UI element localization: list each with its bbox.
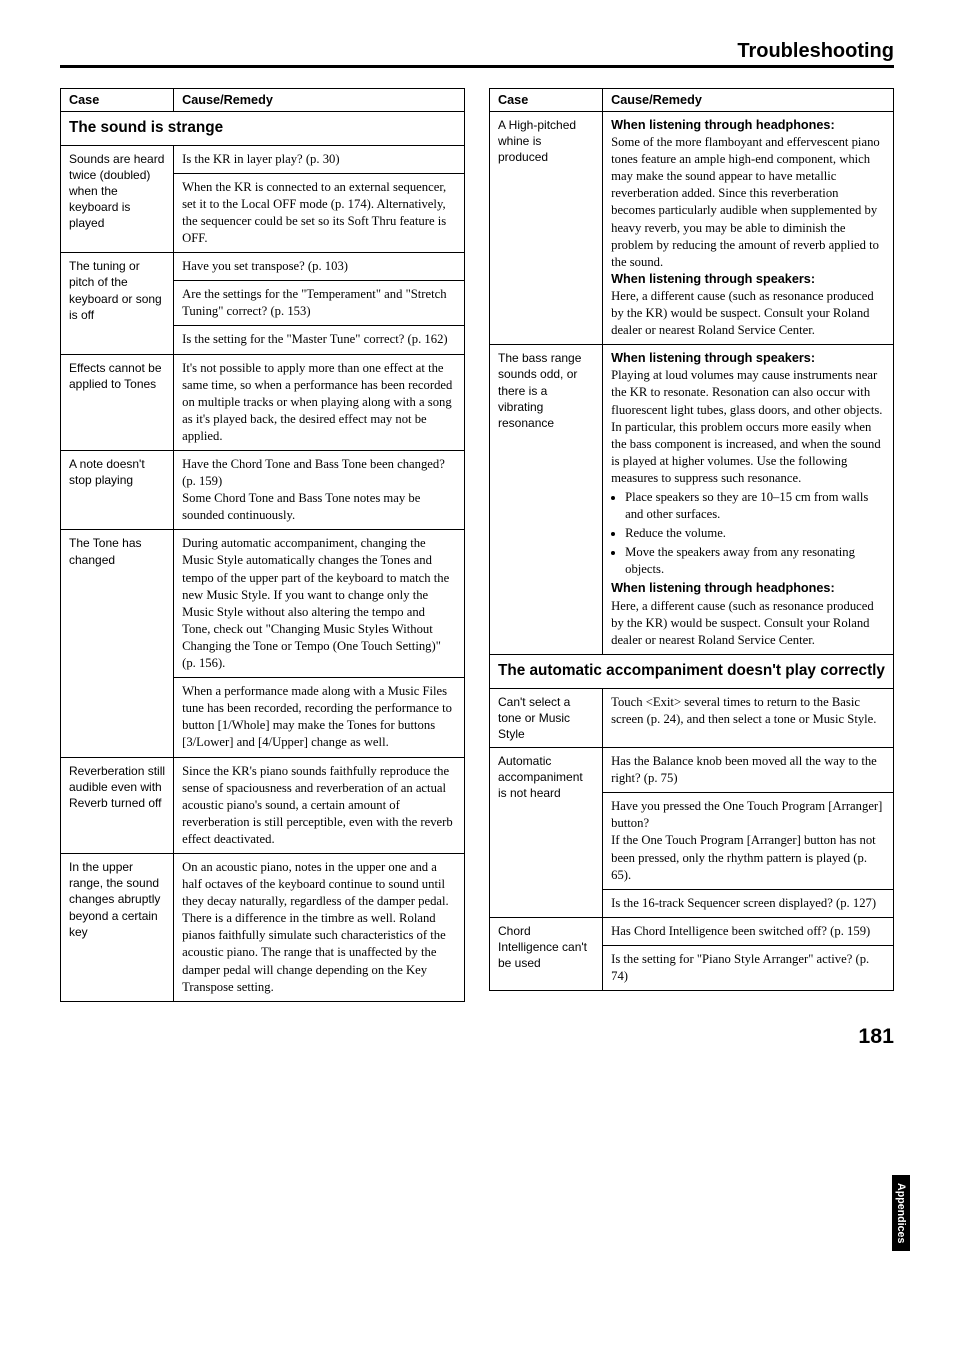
remedy-cell: Since the KR's piano sounds faithfully r… [174, 757, 465, 853]
remedy-text: Some of the more flamboyant and efferves… [611, 135, 880, 269]
case-cell: Automatic accompaniment is not heard [490, 748, 603, 918]
remedy-cell: Have the Chord Tone and Bass Tone been c… [174, 451, 465, 530]
right-column: Case Cause/Remedy A High-pitched whine i… [489, 88, 894, 1006]
section-title: The sound is strange [61, 112, 465, 146]
subhead: When listening through headphones: [611, 581, 835, 595]
remedy-cell: Have you set transpose? (p. 103) [174, 253, 465, 281]
list-item: Move the speakers away from any resonati… [625, 544, 885, 578]
remedy-text: Here, a different cause (such as resonan… [611, 289, 874, 337]
right-table-top: Case Cause/Remedy A High-pitched whine i… [489, 88, 894, 991]
subhead: When listening through speakers: [611, 272, 815, 286]
subhead: When listening through speakers: [611, 351, 815, 365]
col-header-remedy: Cause/Remedy [174, 89, 465, 112]
case-cell: A High-pitched whine is produced [490, 112, 603, 345]
side-tab-appendices: Appendices [892, 1175, 910, 1251]
case-cell: A note doesn't stop playing [61, 451, 174, 530]
table-row: The bass range sounds odd, or there is a… [490, 345, 894, 655]
remedy-text: Here, a different cause (such as resonan… [611, 599, 874, 647]
table-row: The tuning or pitch of the keyboard or s… [61, 253, 465, 281]
case-cell: Effects cannot be applied to Tones [61, 354, 174, 450]
page-header-title: Troubleshooting [737, 40, 894, 62]
table-row: The Tone has changed During automatic ac… [61, 530, 465, 678]
case-cell: Can't select a tone or Music Style [490, 688, 603, 748]
case-cell: In the upper range, the sound changes ab… [61, 853, 174, 1001]
col-header-remedy: Cause/Remedy [603, 89, 894, 112]
remedy-cell: When the KR is connected to an external … [174, 173, 465, 252]
remedy-cell: Has Chord Intelligence been switched off… [603, 917, 894, 945]
table-row: Reverberation still audible even with Re… [61, 757, 465, 853]
list-item: Reduce the volume. [625, 525, 885, 542]
remedy-cell: When listening through headphones: Some … [603, 112, 894, 345]
col-header-case: Case [61, 89, 174, 112]
content-columns: Case Cause/Remedy The sound is strange S… [60, 88, 894, 1006]
table-row: Can't select a tone or Music Style Touch… [490, 688, 894, 748]
table-header-row: Case Cause/Remedy [490, 89, 894, 112]
remedy-cell: It's not possible to apply more than one… [174, 354, 465, 450]
section-auto-accomp: The automatic accompaniment doesn't play… [490, 654, 894, 688]
remedy-cell: Are the settings for the "Temperament" a… [174, 281, 465, 326]
left-table: Case Cause/Remedy The sound is strange S… [60, 88, 465, 1002]
table-row: Chord Intelligence can't be used Has Cho… [490, 917, 894, 945]
remedy-cell: Has the Balance knob been moved all the … [603, 748, 894, 793]
case-cell: The Tone has changed [61, 530, 174, 757]
table-row: A High-pitched whine is produced When li… [490, 112, 894, 345]
table-header-row: Case Cause/Remedy [61, 89, 465, 112]
remedy-text: Playing at loud volumes may cause instru… [611, 368, 882, 485]
remedy-cell: Is the setting for the "Master Tune" cor… [174, 326, 465, 354]
table-row: Sounds are heard twice (doubled) when th… [61, 145, 465, 173]
remedy-cell: Have you pressed the One Touch Program [… [603, 793, 894, 889]
subhead: When listening through headphones: [611, 118, 835, 132]
table-row: A note doesn't stop playing Have the Cho… [61, 451, 465, 530]
case-cell: The tuning or pitch of the keyboard or s… [61, 253, 174, 354]
remedy-cell: During automatic accompaniment, changing… [174, 530, 465, 678]
header-bar: Troubleshooting [60, 40, 894, 68]
section-sound-strange: The sound is strange [61, 112, 465, 146]
table-row: Automatic accompaniment is not heard Has… [490, 748, 894, 793]
remedy-cell: On an acoustic piano, notes in the upper… [174, 853, 465, 1001]
case-cell: Chord Intelligence can't be used [490, 917, 603, 990]
remedy-cell: Is the KR in layer play? (p. 30) [174, 145, 465, 173]
section-title: The automatic accompaniment doesn't play… [490, 654, 894, 688]
remedy-cell: Is the setting for "Piano Style Arranger… [603, 945, 894, 990]
remedy-cell: Is the 16-track Sequencer screen display… [603, 889, 894, 917]
bullet-list: Place speakers so they are 10–15 cm from… [615, 489, 885, 578]
table-row: In the upper range, the sound changes ab… [61, 853, 465, 1001]
left-column: Case Cause/Remedy The sound is strange S… [60, 88, 465, 1006]
remedy-cell: When listening through speakers: Playing… [603, 345, 894, 655]
case-cell: Reverberation still audible even with Re… [61, 757, 174, 853]
table-row: Effects cannot be applied to Tones It's … [61, 354, 465, 450]
case-cell: The bass range sounds odd, or there is a… [490, 345, 603, 655]
remedy-cell: When a performance made along with a Mus… [174, 678, 465, 757]
case-cell: Sounds are heard twice (doubled) when th… [61, 145, 174, 252]
col-header-case: Case [490, 89, 603, 112]
remedy-cell: Touch <Exit> several times to return to … [603, 688, 894, 748]
list-item: Place speakers so they are 10–15 cm from… [625, 489, 885, 523]
page-number: 181 [60, 1024, 894, 1049]
